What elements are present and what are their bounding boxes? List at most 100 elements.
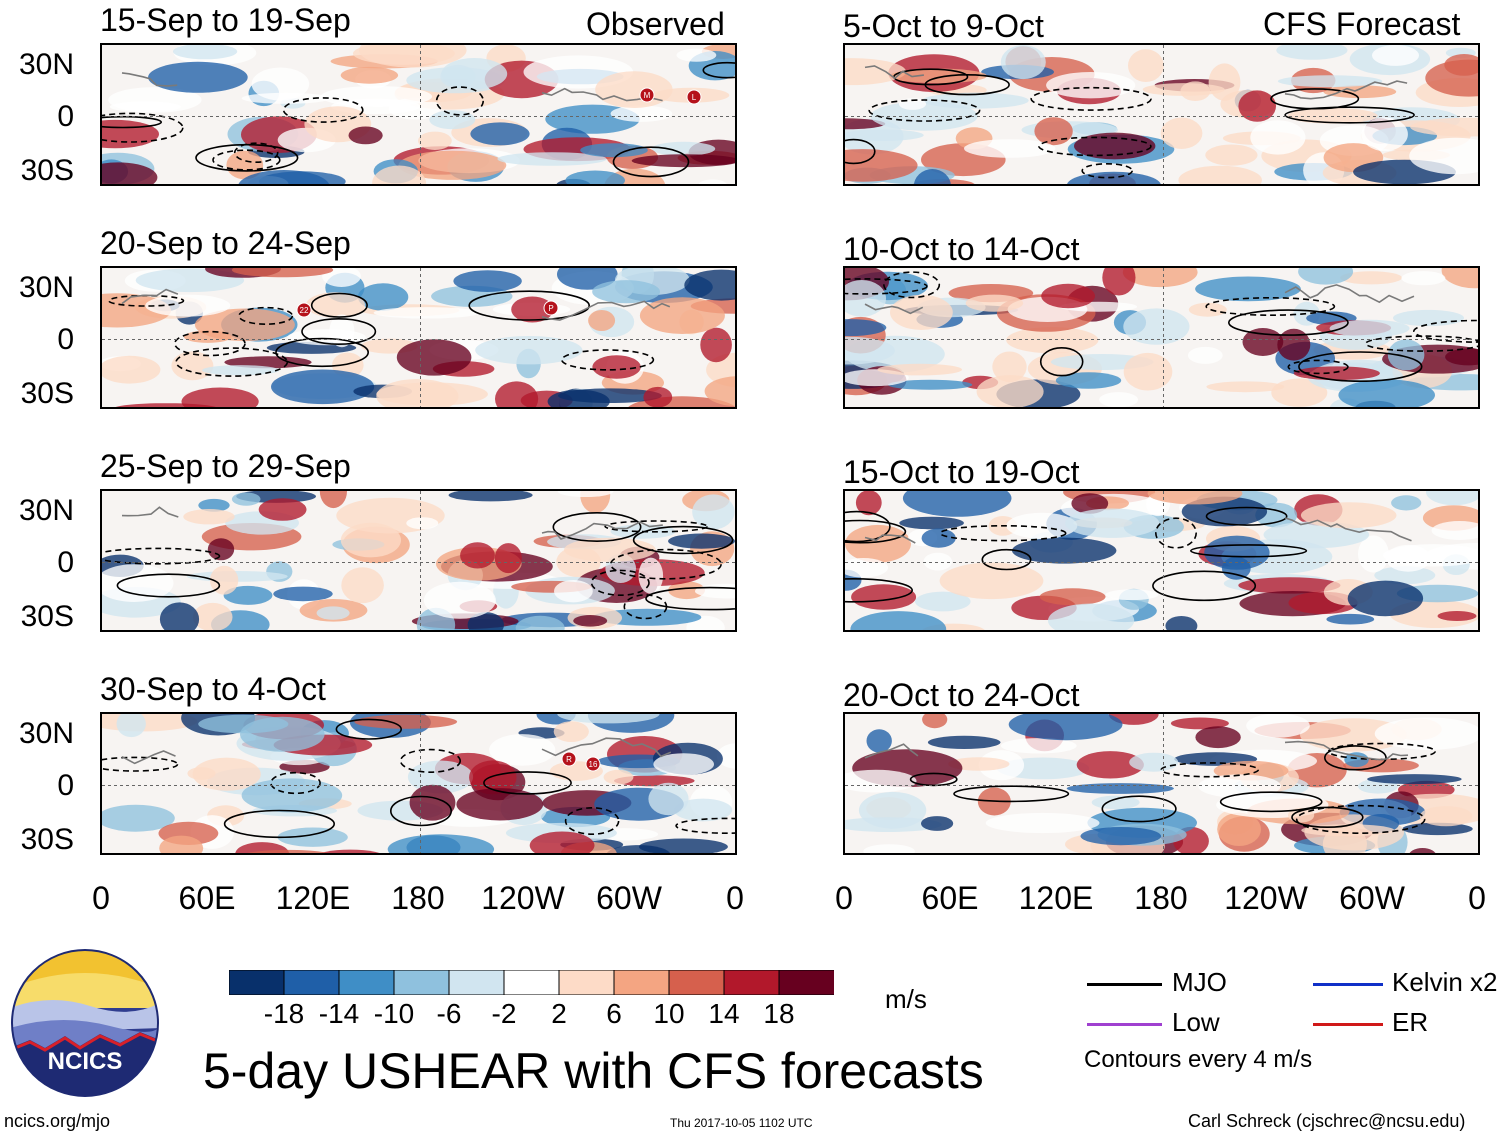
shear-anomaly-blob — [306, 292, 365, 318]
shear-anomaly-blob — [102, 355, 161, 384]
shear-anomaly-blob — [1076, 751, 1144, 779]
lat-label-30n: 30N — [18, 494, 74, 527]
shear-anomaly-blob — [357, 283, 409, 311]
shear-anomaly-blob — [241, 92, 331, 104]
shear-anomaly-blob — [648, 782, 689, 816]
mjo-contour — [1081, 162, 1134, 179]
mjo-contour — [1413, 319, 1478, 343]
legend-swatch-low — [1087, 1023, 1162, 1026]
shear-anomaly-blob — [423, 581, 496, 619]
legend-swatch-kelvin — [1313, 983, 1383, 986]
shear-anomaly-blob — [1066, 783, 1174, 794]
mjo-contour — [102, 547, 221, 565]
observed-label: Observed — [586, 6, 725, 42]
coastline — [121, 737, 672, 765]
shear-anomaly-blob — [470, 122, 530, 146]
shear-anomaly-blob — [553, 721, 589, 742]
coastline — [864, 284, 1415, 315]
shear-anomaly-blob — [964, 139, 1056, 158]
shear-anomaly-blob — [565, 170, 625, 184]
shear-anomaly-blob — [921, 816, 954, 831]
mjo-contour — [1227, 309, 1349, 336]
shear-anomaly-blob — [851, 584, 917, 610]
shear-anomaly-blob — [460, 542, 495, 569]
map-panel-fc-4 — [843, 712, 1480, 855]
colorbar-tick-label: -10 — [373, 998, 415, 1029]
storm-label: P — [548, 304, 553, 313]
mjo-contour — [1205, 506, 1288, 526]
shear-anomaly-blob — [1300, 502, 1397, 529]
shear-anomaly-blob — [1206, 381, 1285, 393]
legend-swatch-mjo — [1087, 983, 1162, 986]
mjo-contour — [282, 97, 364, 123]
shear-anomaly-blob — [102, 804, 175, 832]
shear-anomaly-blob — [1129, 752, 1179, 772]
shear-anomaly-blob — [159, 602, 200, 630]
storm-label: M — [644, 91, 651, 100]
shear-anomaly-blob — [1441, 268, 1478, 289]
shear-anomaly-blob — [1344, 752, 1369, 768]
shear-anomaly-blob — [564, 537, 656, 562]
shear-anomaly-blob — [700, 327, 732, 363]
mjo-contour — [1323, 745, 1387, 771]
shear-anomaly-blob — [1374, 717, 1478, 750]
shear-anomaly-blob — [668, 533, 735, 549]
mjo-contour — [1295, 804, 1426, 834]
lat-label-30s: 30S — [20, 377, 74, 410]
shear-anomaly-blob — [1276, 45, 1348, 60]
shear-anomaly-blob — [1238, 577, 1341, 594]
shear-anomaly-blob — [1187, 346, 1223, 364]
mjo-contour — [981, 548, 1032, 571]
shear-anomaly-blob — [684, 269, 735, 301]
shear-anomaly-blob — [494, 543, 522, 574]
shear-anomaly-blob — [475, 336, 583, 365]
shear-anomaly-blob — [592, 280, 660, 304]
mjo-contour — [1038, 136, 1152, 157]
coastline — [864, 740, 1409, 761]
shear-anomaly-blob — [913, 169, 951, 184]
shear-anomaly-blob — [1288, 808, 1315, 823]
colorbar — [229, 970, 834, 995]
coastline — [121, 288, 671, 321]
shear-anomaly-blob — [1000, 738, 1077, 754]
mjo-contour — [301, 317, 377, 345]
map-panel-obs-3 — [100, 489, 737, 632]
shear-anomaly-blob — [247, 849, 329, 853]
shear-anomaly-blob — [704, 376, 735, 407]
shear-anomaly-blob — [638, 838, 728, 853]
map-panel-fc-1 — [843, 43, 1480, 186]
panel-title-fc-3: 15-Oct to 19-Oct — [843, 454, 1080, 490]
shear-anomaly-blob — [398, 150, 507, 180]
shear-anomaly-blob — [1006, 512, 1078, 539]
shear-anomaly-blob — [1367, 774, 1462, 785]
lon-label: 120W — [481, 880, 565, 916]
mjo-contour — [1287, 359, 1349, 375]
mjo-contour — [564, 807, 620, 836]
mjo-contour — [845, 510, 891, 543]
mjo-contour — [212, 149, 281, 171]
shear-anomaly-blob — [1080, 827, 1162, 846]
shear-anomaly-blob — [1250, 120, 1306, 155]
colorbar-tick-label: 10 — [653, 998, 685, 1029]
shear-anomaly-blob — [927, 735, 1001, 749]
shear-anomaly-blob — [497, 152, 607, 166]
mjo-contour — [335, 718, 402, 740]
mjo-contour — [590, 569, 650, 597]
shear-anomaly-blob — [456, 788, 544, 821]
mjo-contour — [1298, 351, 1423, 383]
shear-anomaly-blob — [866, 729, 892, 753]
shear-anomaly-blob — [1122, 268, 1198, 288]
shear-anomaly-blob — [373, 307, 480, 319]
legend-label-kelvin: Kelvin x2 — [1392, 967, 1498, 997]
shear-anomaly-blob — [603, 769, 634, 785]
shear-anomaly-blob — [489, 734, 556, 766]
mjo-contour — [174, 330, 246, 357]
shear-anomaly-blob — [921, 528, 956, 548]
shear-anomaly-blob — [557, 491, 614, 497]
lon-label: 180 — [391, 880, 445, 916]
shear-anomaly-blob — [348, 126, 383, 145]
footer-url[interactable]: ncics.org/mjo — [4, 1111, 111, 1131]
colorbar-tick-label: -14 — [318, 998, 360, 1029]
shear-anomaly-blob — [1074, 132, 1156, 160]
